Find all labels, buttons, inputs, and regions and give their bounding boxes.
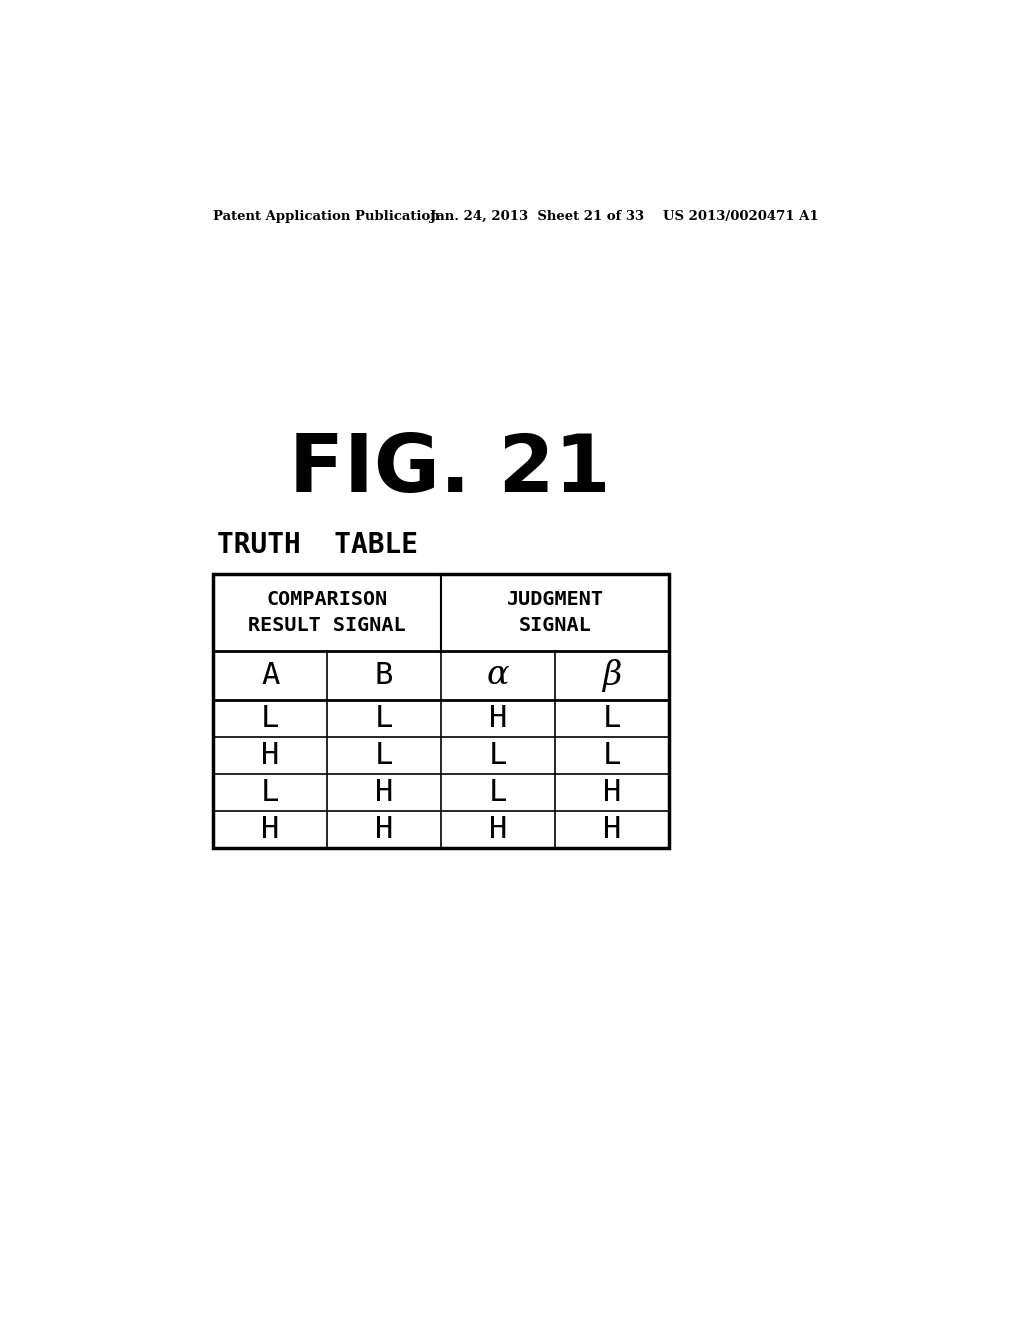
Text: β: β [602,659,622,692]
Text: H: H [603,814,622,843]
Text: L: L [603,741,622,770]
Text: A: A [261,661,280,690]
Text: H: H [375,777,393,807]
Text: H: H [603,777,622,807]
Text: H: H [488,814,507,843]
Text: H: H [261,741,280,770]
Text: L: L [261,704,280,733]
Text: L: L [261,777,280,807]
Text: L: L [488,741,507,770]
Text: JUDGMENT
SIGNAL: JUDGMENT SIGNAL [507,590,603,635]
Text: α: α [486,660,509,692]
Text: L: L [603,704,622,733]
Text: TRUTH  TABLE: TRUTH TABLE [217,531,418,558]
Text: H: H [261,814,280,843]
Text: H: H [375,814,393,843]
Text: FIG. 21: FIG. 21 [289,432,610,510]
Text: L: L [375,704,393,733]
Text: US 2013/0020471 A1: US 2013/0020471 A1 [663,210,818,223]
Bar [213,574,669,847]
Text: Patent Application Publication: Patent Application Publication [213,210,440,223]
Text: Jan. 24, 2013  Sheet 21 of 33: Jan. 24, 2013 Sheet 21 of 33 [430,210,644,223]
Text: L: L [488,777,507,807]
Text: L: L [375,741,393,770]
Text: H: H [488,704,507,733]
Text: B: B [375,661,393,690]
Text: COMPARISON
RESULT SIGNAL: COMPARISON RESULT SIGNAL [249,590,406,635]
